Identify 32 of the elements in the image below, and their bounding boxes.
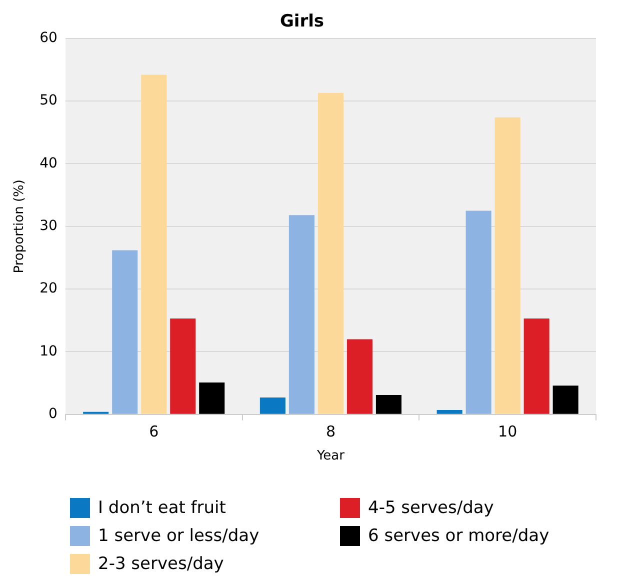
y-tick-label: 10 xyxy=(40,343,58,360)
bar xyxy=(466,210,492,414)
bar xyxy=(170,318,196,414)
legend-label: 1 serve or less/day xyxy=(98,526,260,546)
y-tick-label: 0 xyxy=(48,406,58,422)
bar xyxy=(524,318,550,414)
legend-label: 6 serves or more/day xyxy=(368,526,550,546)
bar xyxy=(376,394,402,414)
legend-label: I don’t eat fruit xyxy=(98,498,226,518)
legend-label: 4-5 serves/day xyxy=(368,498,494,518)
bar xyxy=(346,339,372,414)
y-tick-label: 40 xyxy=(40,155,58,172)
bar xyxy=(436,410,462,414)
x-tick-label: 6 xyxy=(149,422,159,440)
y-tick-label: 50 xyxy=(40,92,58,109)
y-tick-label: 60 xyxy=(40,30,58,46)
bar xyxy=(494,117,520,414)
bar xyxy=(141,74,167,414)
y-tick-label: 20 xyxy=(40,280,58,297)
bar xyxy=(552,386,578,414)
y-axis-title: Proportion (%) xyxy=(12,180,28,274)
y-tick-label: 30 xyxy=(40,218,58,234)
bar xyxy=(260,397,286,414)
bar xyxy=(199,382,225,414)
chart-title: Girls xyxy=(280,12,324,32)
x-axis-title: Year xyxy=(316,448,346,464)
x-tick-label: 10 xyxy=(498,422,518,440)
legend-label: 2-3 serves/day xyxy=(98,554,224,574)
bar xyxy=(318,92,344,414)
bar xyxy=(288,215,314,414)
bar xyxy=(112,250,138,414)
x-tick-label: 8 xyxy=(326,422,336,440)
